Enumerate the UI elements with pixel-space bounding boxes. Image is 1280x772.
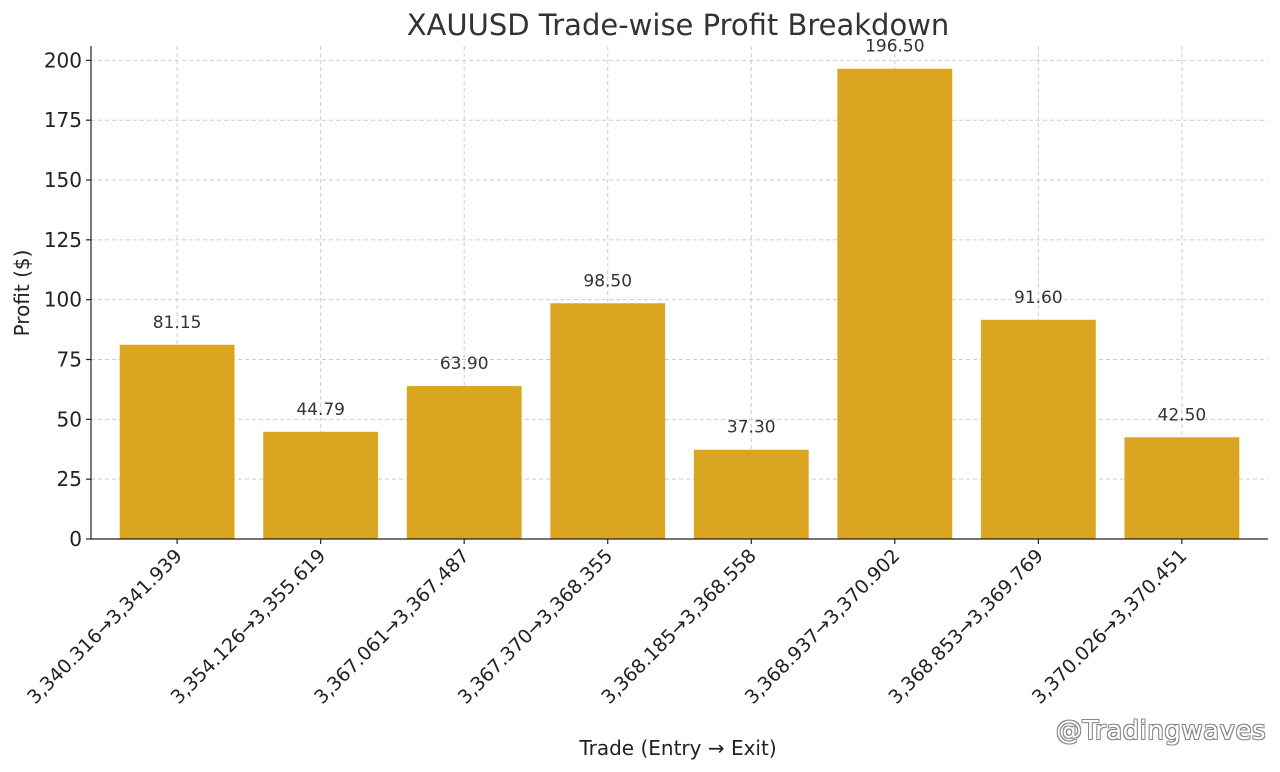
y-tick-label: 125: [44, 228, 82, 252]
bar: [406, 386, 522, 539]
watermark: @Tradingwaves: [1055, 716, 1266, 746]
x-axis-label: Trade (Entry → Exit): [578, 736, 776, 760]
x-tick-label: 3,368.937→3,370.902: [741, 545, 905, 709]
bar-value-label: 63.90: [440, 354, 489, 374]
y-tick-label: 175: [44, 108, 82, 132]
y-tick-label: 100: [44, 288, 82, 312]
y-tick-label: 0: [69, 527, 82, 551]
bar-value-label: 42.50: [1158, 405, 1207, 425]
bar: [550, 303, 666, 539]
y-tick-label: 75: [57, 348, 82, 372]
x-tick-label: 3,368.185→3,368.558: [597, 545, 761, 709]
x-tick-label: 3,367.370→3,368.355: [454, 545, 618, 709]
y-ticks: 0 25 50 75 100 125 150 175 200: [44, 48, 91, 551]
bar: [119, 344, 235, 539]
bar-value-label: 81.15: [153, 313, 202, 333]
bars: [119, 68, 1240, 539]
bar-value-label: 37.30: [727, 418, 776, 438]
x-ticks: 3,340.316→3,341.9393,354.126→3,355.6193,…: [23, 539, 1191, 709]
y-tick-label: 150: [44, 168, 82, 192]
bar: [837, 68, 953, 539]
axes: [90, 46, 1268, 540]
x-tick-label: 3,354.126→3,355.619: [167, 545, 331, 709]
x-tick-label: 3,370.026→3,370.451: [1028, 545, 1192, 709]
bar: [1124, 437, 1240, 539]
bar-value-label: 196.50: [865, 37, 924, 57]
bar: [263, 431, 379, 539]
bar: [693, 449, 809, 539]
y-tick-label: 25: [57, 467, 82, 491]
x-tick-label: 3,367.061→3,367.487: [310, 545, 474, 709]
bar: [980, 319, 1096, 539]
bar-value-label: 91.60: [1014, 288, 1063, 308]
y-axis-label: Profit ($): [10, 250, 34, 337]
data-labels: 81.15 44.79 63.90 98.50 37.30 196.50 91.60 42.5…: [153, 37, 1206, 438]
y-tick-label: 200: [44, 48, 82, 72]
x-tick-label: 3,340.316→3,341.939: [23, 545, 187, 709]
x-tick-label: 3,368.853→3,369.769: [884, 545, 1048, 709]
bar-value-label: 44.79: [296, 400, 345, 420]
y-tick-label: 50: [57, 407, 82, 431]
chart-title: XAUUSD Trade-wise Profit Breakdown: [407, 8, 950, 42]
bar-value-label: 98.50: [583, 271, 632, 291]
